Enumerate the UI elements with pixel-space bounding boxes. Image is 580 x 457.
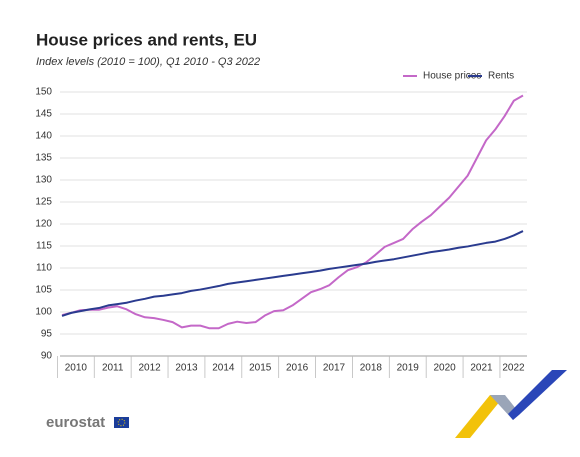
y-tick-label: 100 (35, 307, 52, 318)
y-tick-label: 140 (35, 131, 52, 142)
decoration (455, 370, 567, 438)
logo-text: eurostat (46, 414, 105, 431)
y-tick-label: 110 (36, 263, 52, 274)
x-tick-label: 2014 (212, 363, 235, 374)
x-tick-label: 2019 (397, 363, 420, 374)
y-tick-label: 135 (35, 153, 52, 164)
x-tick-label: 2010 (65, 363, 88, 374)
x-tick-label: 2018 (360, 363, 383, 374)
x-tick-label: 2020 (434, 363, 457, 374)
legend-label: Rents (488, 71, 514, 82)
y-tick-label: 145 (35, 109, 52, 120)
series-line (61, 230, 524, 317)
y-tick-label: 115 (36, 241, 52, 252)
eu-flag (114, 417, 129, 428)
y-tick-label: 120 (35, 219, 52, 230)
y-tick-label: 95 (41, 329, 53, 340)
flag (114, 417, 129, 428)
y-tick-label: 90 (41, 351, 53, 362)
y-tick-label: 105 (35, 285, 52, 296)
chevron-blue (508, 370, 567, 420)
x-tick-label: 2017 (323, 363, 346, 374)
y-tick-label: 125 (35, 197, 52, 208)
x-tick-label: 2016 (286, 363, 309, 374)
chart-title: House prices and rents, EU (36, 30, 257, 49)
x-tick-label: 2022 (502, 363, 525, 374)
x-tick-label: 2015 (249, 363, 272, 374)
x-tick-label: 2011 (102, 363, 124, 374)
y-tick-label: 150 (35, 87, 52, 98)
chart-subtitle: Index levels (2010 = 100), Q1 2010 - Q3 … (36, 56, 260, 68)
x-tick-label: 2012 (138, 363, 161, 374)
x-tick-label: 2021 (470, 363, 493, 374)
legend-label: House prices (423, 71, 481, 82)
x-tick-label: 2013 (175, 363, 198, 374)
y-tick-label: 130 (35, 175, 52, 186)
chevron-yellow (455, 395, 505, 438)
flag-stars (117, 418, 126, 427)
series-line (61, 94, 524, 330)
